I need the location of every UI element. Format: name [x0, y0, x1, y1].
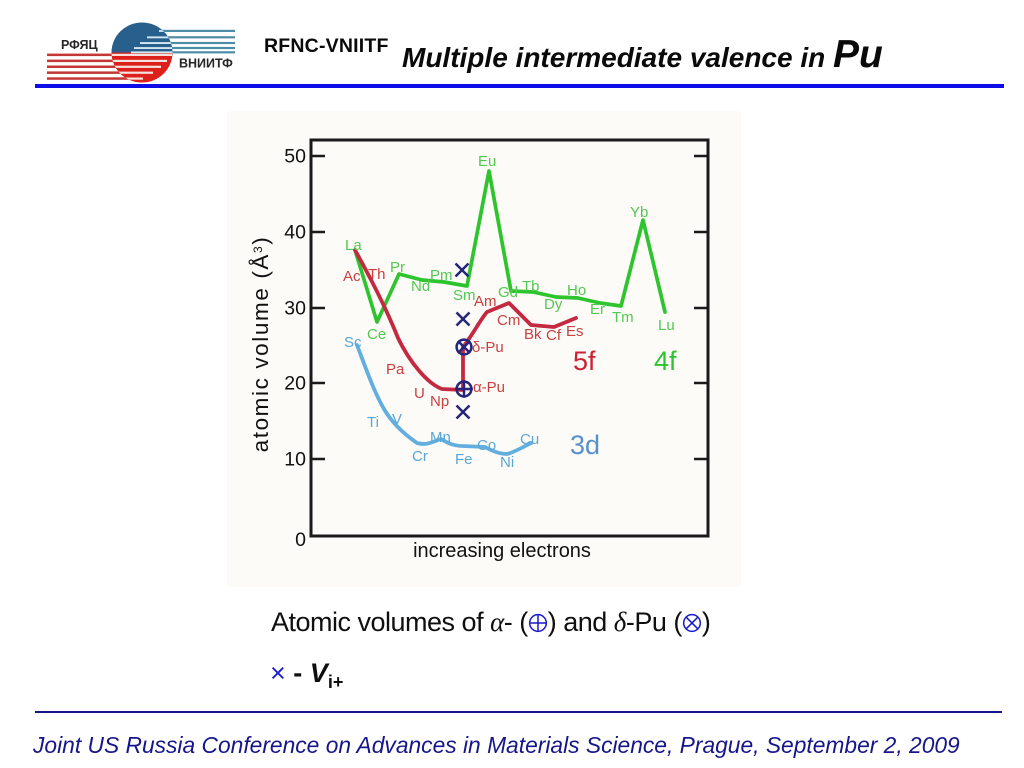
svg-text:Pa: Pa [386, 361, 405, 378]
svg-text:α-Pu: α-Pu [473, 379, 505, 396]
svg-text:Tm: Tm [612, 309, 634, 326]
svg-text:Th: Th [368, 266, 386, 283]
svg-text:Ti: Ti [367, 414, 379, 431]
svg-text:Bk: Bk [524, 326, 542, 343]
svg-text:V: V [392, 411, 402, 428]
svg-text:4f: 4f [654, 346, 677, 376]
svg-text:increasing electrons: increasing electrons [413, 540, 591, 562]
svg-text:50: 50 [284, 146, 306, 168]
svg-text:Sm: Sm [453, 287, 476, 304]
svg-text:Am: Am [474, 293, 497, 310]
svg-text:Es: Es [566, 323, 584, 340]
svg-text:atomic volume (Å3): atomic volume (Å3) [248, 236, 273, 453]
svg-text:Pr: Pr [390, 259, 405, 276]
svg-text:Co: Co [477, 437, 496, 454]
svg-text:Ac: Ac [343, 268, 361, 285]
svg-text:10: 10 [284, 449, 306, 471]
svg-text:Dy: Dy [544, 296, 563, 313]
svg-text:Yb: Yb [630, 204, 648, 221]
svg-text:РФЯЦ: РФЯЦ [61, 38, 99, 52]
svg-text:5f: 5f [573, 346, 596, 376]
svg-text:δ-Pu: δ-Pu [472, 339, 504, 356]
svg-text:30: 30 [284, 298, 306, 320]
svg-text:Cf: Cf [546, 327, 562, 344]
svg-text:Gd: Gd [498, 284, 518, 301]
svg-text:Sc: Sc [344, 334, 362, 351]
svg-text:Cr: Cr [412, 448, 428, 465]
svg-text:Ni: Ni [500, 454, 514, 471]
svg-text:0: 0 [295, 529, 306, 551]
svg-text:Pm: Pm [430, 267, 453, 284]
svg-text:20: 20 [284, 373, 306, 395]
svg-text:Mn: Mn [430, 429, 451, 446]
svg-text:Np: Np [430, 393, 449, 410]
svg-text:3d: 3d [570, 430, 600, 460]
svg-text:Ho: Ho [567, 282, 586, 299]
svg-text:ВНИИТФ: ВНИИТФ [179, 57, 233, 71]
svg-text:40: 40 [284, 222, 306, 244]
svg-text:La: La [345, 237, 362, 254]
svg-text:Cm: Cm [497, 312, 520, 329]
svg-text:Ce: Ce [367, 326, 386, 343]
svg-text:Tb: Tb [522, 278, 540, 295]
svg-text:Eu: Eu [478, 153, 496, 170]
svg-text:Nd: Nd [411, 278, 430, 295]
svg-text:Cu: Cu [520, 431, 539, 448]
svg-text:U: U [414, 385, 425, 402]
svg-text:Fe: Fe [455, 451, 473, 468]
svg-text:Lu: Lu [658, 317, 675, 334]
svg-text:Er: Er [590, 301, 605, 318]
